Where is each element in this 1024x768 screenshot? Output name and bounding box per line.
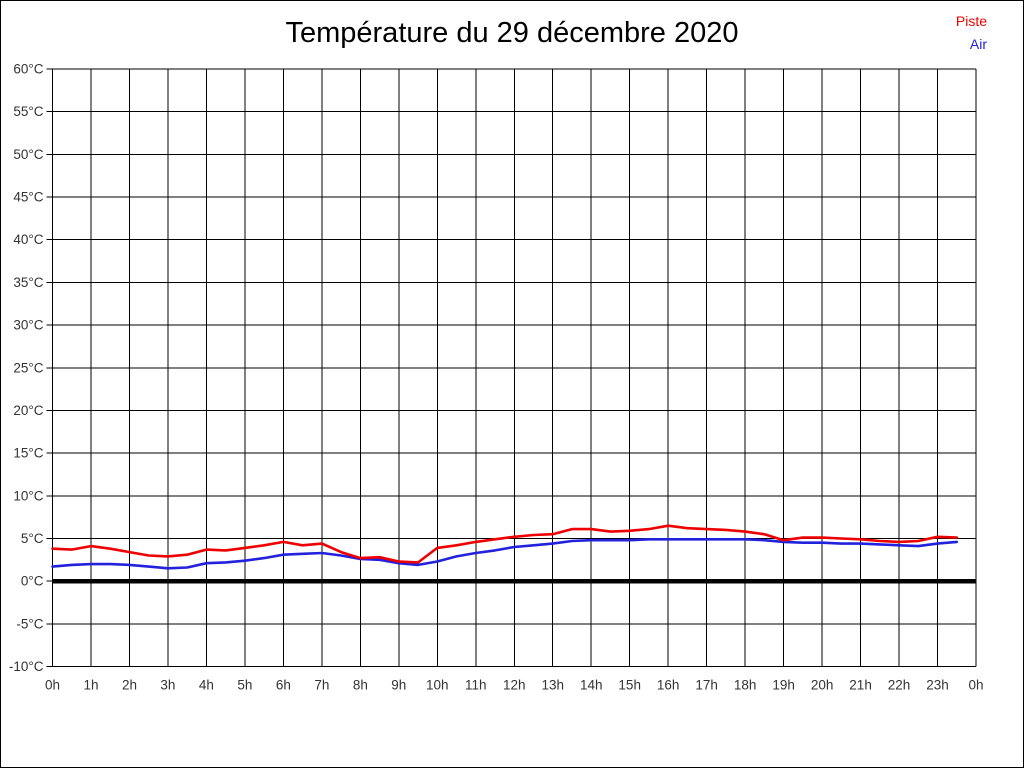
svg-text:20h: 20h — [811, 678, 834, 693]
svg-text:7h: 7h — [314, 678, 329, 693]
svg-text:14h: 14h — [580, 678, 603, 693]
y-axis-ticks — [46, 68, 53, 667]
svg-text:35°C: 35°C — [13, 275, 43, 290]
svg-text:0h: 0h — [968, 678, 983, 693]
svg-text:5°C: 5°C — [21, 531, 44, 546]
svg-text:13h: 13h — [541, 678, 564, 693]
svg-text:10h: 10h — [426, 678, 449, 693]
svg-text:15h: 15h — [618, 678, 641, 693]
svg-text:0h: 0h — [45, 678, 60, 693]
series-line-piste — [51, 524, 959, 564]
svg-text:10°C: 10°C — [13, 488, 43, 503]
svg-text:21h: 21h — [849, 678, 872, 693]
svg-text:8h: 8h — [353, 678, 368, 693]
y-axis-labels: 60°C 55°C 50°C 45°C 40°C 35°C 30°C 25°C 20°C 15°C… — [9, 62, 44, 675]
svg-text:40°C: 40°C — [13, 232, 43, 247]
svg-text:15°C: 15°C — [13, 446, 43, 461]
x-axis-labels: 0h 1h 2h 3h 4h 5h 6h 7h 8h 9h 10h 11h 12h 13h 14h 15h 16… — [45, 678, 984, 693]
svg-text:45°C: 45°C — [13, 190, 43, 205]
svg-text:0°C: 0°C — [21, 574, 44, 589]
svg-text:9h: 9h — [391, 678, 406, 693]
svg-text:2h: 2h — [122, 678, 137, 693]
svg-text:3h: 3h — [160, 678, 175, 693]
svg-text:12h: 12h — [503, 678, 526, 693]
series-line-air — [51, 537, 959, 570]
svg-text:25°C: 25°C — [13, 360, 43, 375]
svg-text:4h: 4h — [199, 678, 214, 693]
svg-text:5h: 5h — [237, 678, 252, 693]
svg-text:17h: 17h — [695, 678, 718, 693]
legend-item-piste: Piste — [955, 13, 987, 29]
svg-text:11h: 11h — [465, 678, 487, 693]
chart-title: Température du 29 décembre 2020 — [285, 17, 739, 49]
svg-text:6h: 6h — [276, 678, 291, 693]
svg-text:18h: 18h — [734, 678, 757, 693]
svg-text:23h: 23h — [926, 678, 949, 693]
grid — [52, 68, 977, 667]
svg-text:19h: 19h — [772, 678, 795, 693]
svg-text:22h: 22h — [888, 678, 911, 693]
svg-text:16h: 16h — [657, 678, 680, 693]
svg-text:20°C: 20°C — [13, 403, 43, 418]
legend-item-air: Air — [969, 36, 987, 52]
svg-text:-5°C: -5°C — [16, 616, 43, 631]
svg-text:55°C: 55°C — [13, 104, 43, 119]
svg-text:30°C: 30°C — [13, 318, 43, 333]
svg-text:60°C: 60°C — [13, 62, 43, 77]
chart-legend: Piste Air — [956, 10, 987, 56]
svg-text:50°C: 50°C — [13, 147, 43, 162]
svg-text:-10°C: -10°C — [9, 659, 44, 674]
svg-text:1h: 1h — [83, 678, 98, 693]
